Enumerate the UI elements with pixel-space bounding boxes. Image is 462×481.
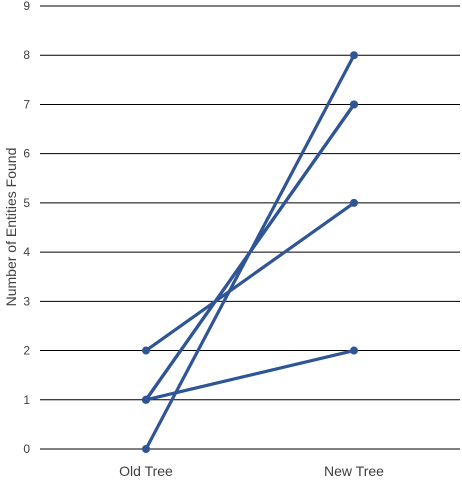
data-point	[350, 346, 358, 355]
x-tick-labels: Old Tree New Tree	[119, 463, 384, 479]
y-tick-label: 9	[23, 0, 30, 13]
data-point	[350, 198, 358, 207]
data-point	[350, 100, 358, 109]
series	[142, 346, 358, 404]
y-tick-label: 2	[23, 344, 30, 358]
data-point	[142, 395, 150, 404]
y-axis-label: Number of Entities Found	[3, 148, 19, 307]
x-tick-label: New Tree	[324, 463, 384, 479]
y-tick-label: 6	[23, 147, 30, 161]
series	[142, 198, 358, 355]
y-tick-labels: 0 1 2 3 4 5 6 7 8 9	[23, 0, 30, 456]
y-tick-label: 1	[23, 393, 30, 407]
y-tick-label: 8	[23, 48, 30, 62]
data-point	[142, 445, 150, 453]
data-point	[142, 346, 150, 355]
series-lines	[142, 51, 358, 453]
y-tick-label: 0	[23, 442, 30, 456]
y-tick-label: 5	[23, 196, 30, 210]
series-line	[144, 348, 356, 402]
y-tick-label: 4	[23, 245, 30, 259]
y-tick-label: 3	[23, 294, 30, 308]
data-point	[350, 51, 358, 60]
x-tick-label: Old Tree	[119, 463, 173, 479]
grid-lines	[40, 5, 460, 450]
y-tick-label: 7	[23, 97, 30, 111]
series-line	[144, 201, 356, 353]
series-line	[144, 102, 356, 402]
